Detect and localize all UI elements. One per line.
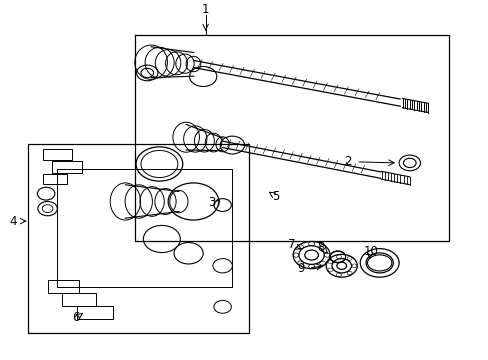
Text: 6: 6 <box>72 311 80 324</box>
Text: 3: 3 <box>207 197 215 210</box>
Text: 7: 7 <box>287 238 295 251</box>
Text: 4: 4 <box>10 215 17 228</box>
Text: 10: 10 <box>363 245 378 258</box>
Text: 2: 2 <box>343 155 350 168</box>
Text: 8: 8 <box>317 241 325 254</box>
Bar <box>28 144 249 333</box>
Bar <box>42 174 67 184</box>
Text: 5: 5 <box>272 190 279 203</box>
Text: 1: 1 <box>202 3 209 16</box>
Text: 9: 9 <box>297 262 305 275</box>
Bar <box>42 149 72 161</box>
Bar <box>62 293 96 306</box>
Bar <box>52 162 81 173</box>
Bar <box>77 306 113 319</box>
Bar <box>47 280 79 293</box>
